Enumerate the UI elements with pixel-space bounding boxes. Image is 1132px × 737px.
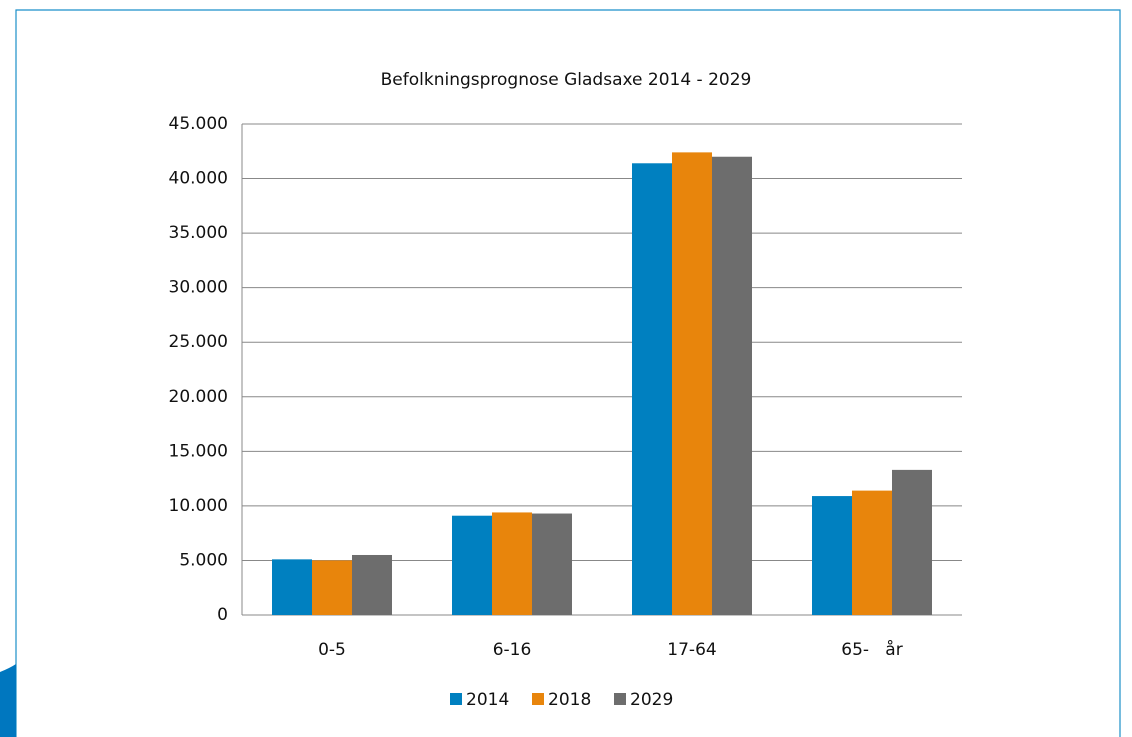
y-tick-label: 0 bbox=[217, 605, 228, 625]
y-tick-label: 5.000 bbox=[179, 550, 228, 570]
bar bbox=[812, 496, 852, 615]
x-tick-label: 6-16 bbox=[493, 640, 532, 660]
corner-shape bbox=[0, 664, 16, 737]
legend-swatch bbox=[450, 693, 462, 705]
bar bbox=[712, 156, 752, 615]
legend-label: 2014 bbox=[466, 690, 509, 710]
y-tick-label: 35.000 bbox=[169, 223, 228, 243]
y-tick-label: 15.000 bbox=[169, 441, 228, 461]
x-tick-label: 65- år bbox=[841, 639, 902, 660]
legend-swatch bbox=[614, 693, 626, 705]
legend-swatch bbox=[532, 693, 544, 705]
bar bbox=[532, 513, 572, 615]
bar bbox=[312, 560, 352, 615]
legend-label: 2029 bbox=[630, 690, 673, 710]
bar bbox=[632, 163, 672, 615]
bar bbox=[892, 469, 932, 615]
bar bbox=[852, 490, 892, 615]
y-tick-label: 40.000 bbox=[169, 169, 228, 189]
x-tick-label: 0-5 bbox=[318, 640, 346, 660]
y-tick-label: 10.000 bbox=[169, 496, 228, 516]
y-tick-label: 25.000 bbox=[169, 332, 228, 352]
bar bbox=[272, 559, 312, 615]
chart-title: Befolkningsprognose Gladsaxe 2014 - 2029 bbox=[381, 70, 752, 90]
y-tick-label: 20.000 bbox=[169, 387, 228, 407]
y-tick-label: 45.000 bbox=[169, 114, 228, 134]
legend-label: 2018 bbox=[548, 690, 591, 710]
bar bbox=[352, 554, 392, 615]
bar bbox=[452, 515, 492, 615]
bar bbox=[672, 152, 712, 615]
bar bbox=[492, 512, 532, 615]
y-tick-label: 30.000 bbox=[169, 278, 228, 298]
frame bbox=[15, 9, 1121, 737]
x-tick-label: 17-64 bbox=[667, 640, 716, 660]
